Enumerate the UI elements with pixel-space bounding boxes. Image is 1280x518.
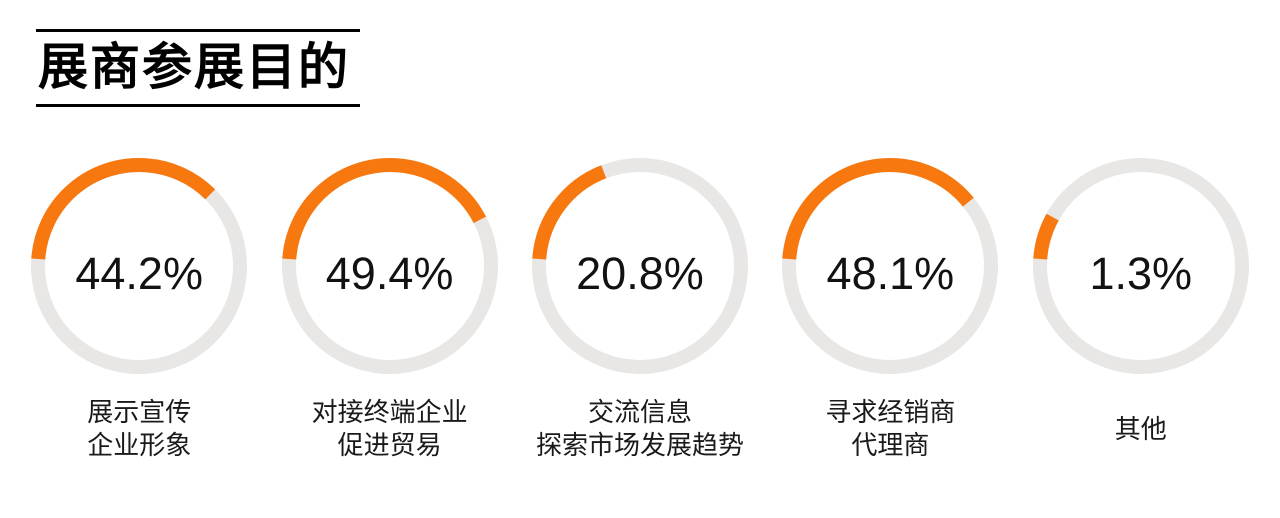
donut-chart-row: 44.2% 展示宣传 企业形象 49.4% 对接终端企业 促进贸易 20.8% [0,156,1280,462]
donut-ring [782,158,999,374]
donut-chart: 49.4% [280,156,500,376]
category-label: 其他 [1115,396,1167,462]
category-label-line: 促进贸易 [337,430,442,460]
donut-arc-segment [531,158,748,374]
donut-ring [281,158,498,374]
donut-chart: 48.1% [780,156,1000,376]
donut-panel: 44.2% 展示宣传 企业形象 [14,156,264,462]
donut-track-ring [531,158,748,374]
chart-title-block: 展商参展目的 [36,29,360,107]
percent-value-label: 44.2% [75,248,203,299]
category-label-line: 寻求经销商 [825,397,956,427]
page-title: 展商参展目的 [38,39,350,95]
donut-chart: 1.3% [1031,156,1251,376]
percent-value-label: 48.1% [826,248,955,299]
category-label-line: 交流信息 [587,397,692,427]
category-label-line: 代理商 [851,430,930,460]
donut-arc-segment [31,158,248,374]
percent-value-label: 20.8% [576,248,704,299]
percent-value-label: 49.4% [325,248,454,299]
category-label-line: 对接终端企业 [311,397,468,427]
category-label: 交流信息 探索市场发展趋势 [536,396,744,462]
donut-arc-segment [281,158,498,374]
donut-panel: 20.8% 交流信息 探索市场发展趋势 [515,156,765,462]
percent-value-label: 1.3% [1089,248,1193,299]
category-label: 展示宣传 企业形象 [87,396,191,462]
donut-ring [531,158,748,374]
donut-panel: 49.4% 对接终端企业 促进贸易 [264,156,514,462]
donut-arc-segment [782,158,999,374]
category-label: 寻求经销商 代理商 [825,396,955,462]
donut-panel: 48.1% 寻求经销商 代理商 [765,156,1015,462]
category-label: 对接终端企业 促进贸易 [312,396,468,462]
category-label-line: 展示宣传 [87,397,192,427]
category-label-line: 探索市场发展趋势 [535,430,744,460]
donut-chart: 44.2% [29,156,249,376]
category-label-line: 企业形象 [87,430,192,460]
donut-ring [1032,158,1249,374]
donut-panel: 1.3% 其他 [1016,156,1266,462]
donut-chart: 20.8% [530,156,750,376]
category-label-line: 其他 [1114,413,1167,444]
donut-track-ring [1032,158,1249,374]
donut-ring [31,158,248,374]
